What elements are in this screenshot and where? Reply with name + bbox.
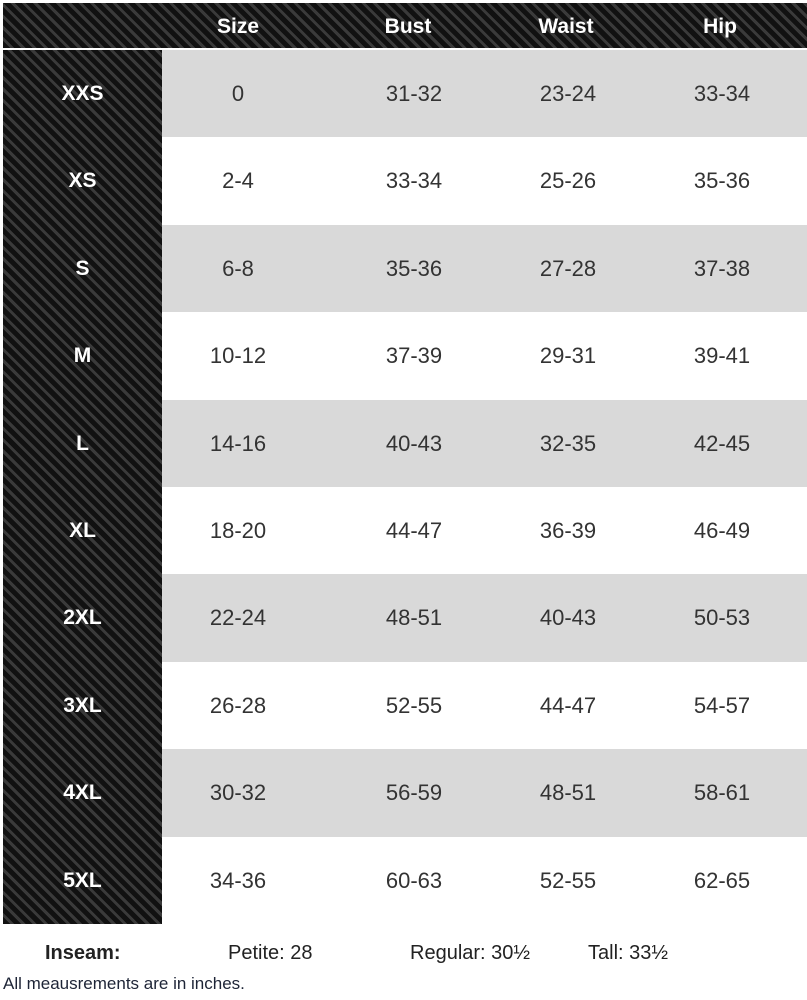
cell-bust: 33-34 [385, 168, 443, 194]
cell-waist: 52-55 [539, 867, 597, 893]
cell-bust: 44-47 [385, 518, 443, 543]
cell-hip: 37-38 [693, 255, 751, 281]
table-row: 14-16 40-43 32-35 42-45 [162, 399, 807, 487]
cell-waist: 36-39 [539, 518, 597, 543]
cell-bust: 37-39 [385, 343, 443, 369]
cell-waist: 27-28 [539, 255, 597, 281]
cell-size: 30-32 [209, 780, 267, 806]
cell-hip: 46-49 [693, 518, 751, 543]
table-row: 34-36 60-63 52-55 62-65 [162, 837, 807, 924]
inseam-regular: Regular: 30½ [410, 942, 531, 964]
table-row: 10-12 37-39 29-31 39-41 [162, 312, 807, 399]
cell-size: 2-4 [222, 168, 254, 194]
row-size-label: XS [68, 169, 97, 193]
cell-hip: 42-45 [693, 430, 751, 456]
row-size-label: 4XL [63, 781, 102, 805]
table-row: 6-8 35-36 27-28 37-38 [162, 224, 807, 313]
cell-bust: 31-32 [385, 81, 443, 106]
cell-waist: 25-26 [539, 168, 597, 194]
column-header-bust: Bust [384, 15, 432, 38]
cell-waist: 32-35 [539, 430, 597, 456]
row-size-label: L [76, 431, 89, 455]
cell-size: 0 [231, 81, 245, 106]
cell-hip: 54-57 [693, 692, 751, 718]
cell-size: 6-8 [222, 255, 254, 281]
cell-size: 34-36 [209, 867, 267, 893]
cell-hip: 58-61 [693, 780, 751, 806]
cell-size: 10-12 [209, 343, 267, 369]
table-row: 18-20 44-47 36-39 46-49 [162, 487, 807, 574]
row-size-label: 2XL [63, 606, 102, 630]
cell-waist: 29-31 [539, 343, 597, 369]
column-header-hip: Hip [703, 15, 737, 38]
cell-waist: 40-43 [539, 605, 597, 631]
units-note: All meausrements are in inches. [3, 974, 245, 993]
row-size-label: XXS [61, 82, 104, 105]
table-row: 26-28 52-55 44-47 54-57 [162, 662, 807, 749]
inseam-tall: Tall: 33½ [588, 942, 669, 964]
cell-waist: 44-47 [539, 692, 597, 718]
cell-bust: 40-43 [385, 430, 443, 456]
cell-bust: 52-55 [385, 692, 443, 718]
table-row: 2-4 33-34 25-26 35-36 [162, 137, 807, 224]
cell-waist: 48-51 [539, 780, 597, 806]
size-label-column [3, 50, 162, 924]
cell-bust: 56-59 [385, 780, 443, 806]
cell-bust: 60-63 [385, 867, 443, 893]
inseam-label: Inseam: [45, 942, 121, 964]
row-size-label: M [73, 344, 92, 368]
cell-size: 26-28 [209, 692, 267, 718]
cell-hip: 33-34 [693, 81, 751, 106]
row-size-label: S [75, 256, 90, 280]
row-size-label: 5XL [63, 868, 102, 892]
table-header: Size Bust Waist Hip [3, 3, 807, 48]
cell-size: 22-24 [209, 605, 267, 631]
cell-bust: 48-51 [385, 605, 443, 631]
cell-size: 14-16 [209, 430, 267, 456]
table-row: 0 31-32 23-24 33-34 [162, 50, 807, 138]
column-header-waist: Waist [538, 15, 594, 38]
inseam-petite: Petite: 28 [228, 942, 313, 964]
column-header-size: Size [216, 15, 260, 38]
cell-waist: 23-24 [539, 81, 597, 106]
cell-hip: 62-65 [693, 867, 751, 893]
cell-hip: 50-53 [693, 605, 751, 631]
cell-bust: 35-36 [385, 255, 443, 281]
row-size-label: XL [69, 519, 96, 542]
cell-size: 18-20 [209, 518, 267, 543]
table-row: 30-32 56-59 48-51 58-61 [162, 749, 807, 837]
cell-hip: 35-36 [693, 168, 751, 194]
row-size-label: 3XL [63, 693, 102, 717]
cell-hip: 39-41 [693, 343, 751, 369]
table-row: 22-24 48-51 40-43 50-53 [162, 574, 807, 662]
